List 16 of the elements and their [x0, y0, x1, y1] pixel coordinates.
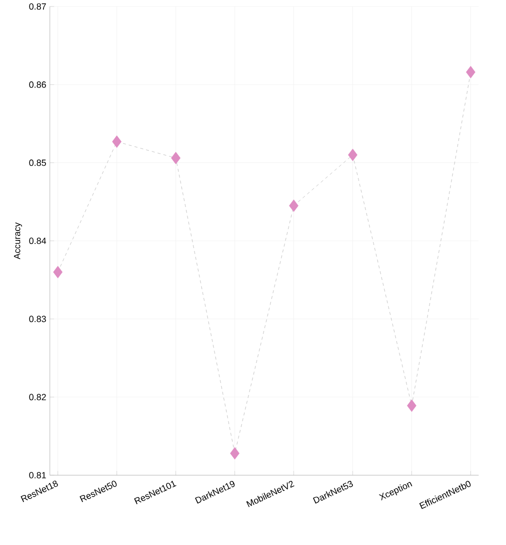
point: [466, 66, 476, 78]
point: [230, 447, 240, 460]
y-tick-label: 0.86: [29, 81, 46, 88]
point: [53, 266, 63, 278]
y-tick-label: 0.83: [29, 316, 46, 322]
y-tick-label: 0.81: [29, 472, 46, 478]
y-tick-label: 0.84: [29, 238, 46, 244]
point: [348, 148, 358, 162]
y-tick-label: 0.82: [29, 394, 46, 400]
y-tick-label: 0.87: [29, 3, 46, 10]
point: [112, 135, 122, 148]
y-axis-title: Accuracy: [14, 222, 22, 260]
point: [407, 399, 417, 412]
point: [289, 200, 299, 212]
y-tick-label: 0.85: [29, 160, 46, 166]
point: [171, 152, 181, 164]
